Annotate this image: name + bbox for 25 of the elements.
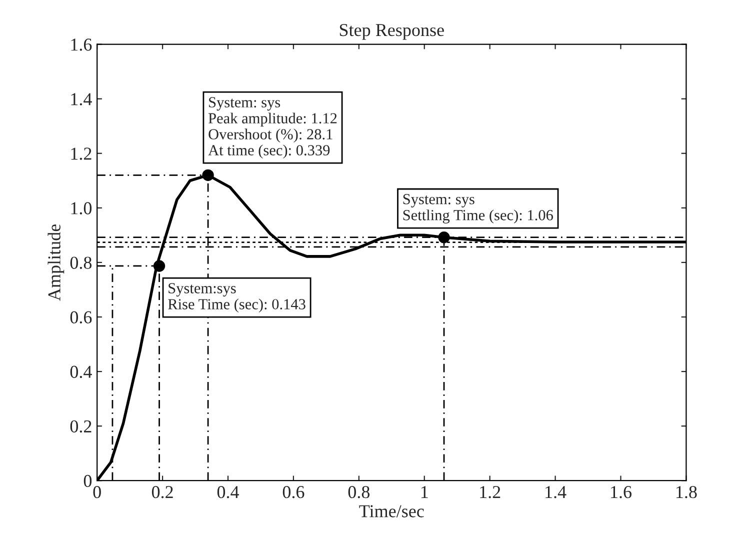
annotation: System: sys Peak amplitude: 1.12 Overshoot (%): 28.1 At time (sec): 0.339 <box>208 97 337 159</box>
x-tick-label: 0 <box>93 486 101 498</box>
x-axis-title: Time/sec <box>359 505 424 518</box>
y-tick-label: 0 <box>84 474 92 488</box>
y-axis-title: Amplitude <box>48 224 64 301</box>
y-tick-label: 1.6 <box>71 38 92 51</box>
annotation: System: sys Settling Time (sec): 1.06 <box>403 194 553 224</box>
x-tick-label: 1.4 <box>546 486 566 498</box>
x-tick-label: 1.2 <box>480 486 500 498</box>
x-tick-label: 1.8 <box>676 486 697 498</box>
y-tick-label: 1.4 <box>71 93 92 106</box>
y-tick-label: 0.4 <box>70 366 92 378</box>
chart-title: Step Response <box>340 24 444 40</box>
x-tick-label: 0.2 <box>152 486 173 498</box>
x-tick-label: 1.6 <box>611 486 632 498</box>
x-tick-label: 0.6 <box>282 486 304 498</box>
annotation: System:sys Rise Time (sec): 0.143 <box>168 283 306 312</box>
x-tick-label: 1 <box>421 486 428 498</box>
y-tick-label: 1.2 <box>71 148 92 160</box>
y-tick-label: 1.0 <box>71 202 92 214</box>
x-tick-label: 0.4 <box>217 486 240 498</box>
x-tick-label: 0.8 <box>348 486 370 498</box>
y-tick-label: 0.2 <box>70 420 92 433</box>
y-tick-label: 0.8 <box>70 256 92 269</box>
y-tick-label: 0.6 <box>70 311 92 324</box>
